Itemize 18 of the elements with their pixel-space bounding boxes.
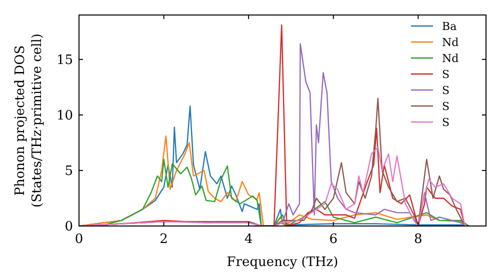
x-tick-label: 2 xyxy=(160,232,168,247)
legend-label: S xyxy=(442,100,450,113)
x-axis-title: Frequency (THz) xyxy=(226,255,338,270)
y-tick-label: 10 xyxy=(56,108,73,124)
legend-label: Nd xyxy=(442,36,459,49)
x-tick-label: 6 xyxy=(329,232,338,247)
y-tick-label: 0 xyxy=(64,220,73,234)
x-tick-label: 8 xyxy=(414,232,422,247)
x-tick-label: 0 xyxy=(74,232,84,247)
y-axis-title: Phonon projected DOS (States/THz·primitive cell) xyxy=(13,33,45,208)
legend-label: Ba xyxy=(442,20,458,33)
y-tick-label: 5 xyxy=(64,164,73,179)
x-tick-label: 4 xyxy=(244,232,253,247)
legend-label: S xyxy=(442,116,450,129)
legend-label: Nd xyxy=(442,52,459,65)
y-tick-label: 15 xyxy=(56,52,73,68)
legend-label: S xyxy=(442,84,450,97)
legend-label: S xyxy=(442,68,450,81)
